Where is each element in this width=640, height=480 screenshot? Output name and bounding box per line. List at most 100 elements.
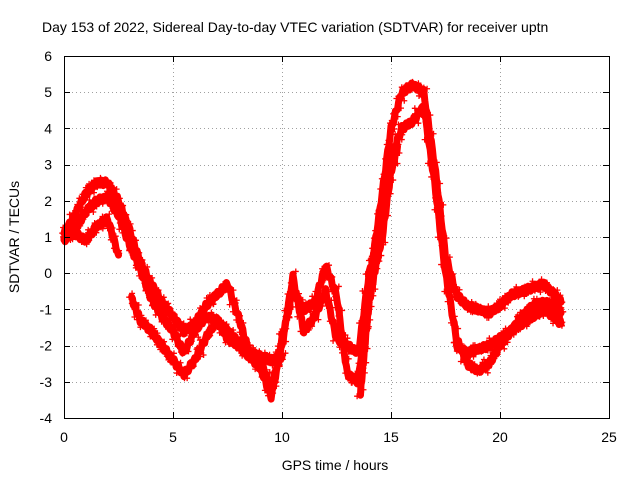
data-point-marker <box>421 136 428 143</box>
data-point-marker <box>272 374 279 381</box>
data-point-marker <box>513 283 520 290</box>
data-point-marker <box>136 254 143 261</box>
data-point-marker <box>162 321 169 328</box>
data-point-marker <box>438 261 445 268</box>
data-point-marker <box>435 190 442 197</box>
data-point-marker <box>477 366 484 373</box>
data-point-marker <box>523 323 530 330</box>
data-point-marker <box>489 338 496 345</box>
data-point-marker <box>312 288 319 295</box>
data-point-marker <box>157 346 164 353</box>
data-point-marker <box>339 340 346 347</box>
data-point-marker <box>74 201 81 208</box>
data-point-marker <box>75 231 82 238</box>
data-point-marker <box>102 176 109 183</box>
data-point-marker <box>343 338 350 345</box>
data-point-marker <box>229 298 236 305</box>
data-point-marker <box>189 332 196 339</box>
data-point-marker <box>360 365 367 372</box>
data-point-marker <box>319 278 326 285</box>
data-point-marker <box>165 315 172 322</box>
data-point-marker <box>525 315 532 322</box>
data-point-marker <box>129 252 136 259</box>
data-point-marker <box>346 348 353 355</box>
data-point-marker <box>103 188 110 195</box>
data-point-marker <box>559 299 566 306</box>
series-satellite-track-3 <box>59 211 123 259</box>
data-point-marker <box>369 267 376 274</box>
data-point-marker <box>541 310 548 317</box>
data-point-marker <box>398 125 405 132</box>
data-point-marker <box>551 293 558 300</box>
data-point-marker <box>294 313 301 320</box>
data-point-marker <box>501 345 508 352</box>
y-axis-title: SDTVAR / TECUs <box>6 181 22 293</box>
data-point-marker <box>487 347 494 354</box>
data-point-marker <box>393 152 400 159</box>
data-point-marker <box>86 180 93 187</box>
data-point-marker <box>453 341 460 348</box>
data-point-marker <box>126 247 133 254</box>
data-point-marker <box>235 313 242 320</box>
data-point-marker <box>401 119 408 126</box>
data-point-marker <box>372 270 379 277</box>
data-point-marker <box>279 353 286 360</box>
y-tick-label: 4 <box>44 120 52 136</box>
data-point-marker <box>152 285 159 292</box>
data-point-marker <box>546 296 553 303</box>
y-tick-label: 3 <box>44 157 52 173</box>
data-point-marker <box>387 190 394 197</box>
data-point-marker <box>362 307 369 314</box>
data-point-marker <box>213 318 220 325</box>
data-point-marker <box>490 349 497 356</box>
x-tick-label: 15 <box>383 429 399 445</box>
data-point-marker <box>202 316 209 323</box>
data-point-marker <box>424 129 431 136</box>
data-point-marker <box>79 191 86 198</box>
data-point-marker <box>90 209 97 216</box>
data-point-marker <box>409 78 416 85</box>
data-point-marker <box>308 317 315 324</box>
data-point-marker <box>109 229 116 236</box>
data-point-marker <box>516 292 523 299</box>
data-point-marker <box>112 210 119 217</box>
data-point-marker <box>477 303 484 310</box>
data-point-marker <box>310 308 317 315</box>
data-point-marker <box>111 245 118 252</box>
data-point-marker <box>552 317 559 324</box>
data-point-marker <box>322 265 329 272</box>
data-point-marker <box>526 285 533 292</box>
data-point-marker <box>194 325 201 332</box>
series-satellite-track-4 <box>126 290 289 382</box>
data-point-marker <box>473 347 480 354</box>
data-point-marker <box>101 213 108 220</box>
data-point-marker <box>197 353 204 360</box>
data-point-marker <box>446 254 453 261</box>
data-point-marker <box>305 319 312 326</box>
data-point-marker <box>342 332 349 339</box>
data-point-marker <box>484 359 491 366</box>
data-point-marker <box>85 226 92 233</box>
data-point-marker <box>492 352 499 359</box>
data-point-marker <box>359 287 366 294</box>
data-point-marker <box>325 273 332 280</box>
data-point-marker <box>196 337 203 344</box>
data-point-marker <box>554 287 561 294</box>
data-point-marker <box>259 359 266 366</box>
data-point-marker <box>447 291 454 298</box>
data-point-marker <box>137 324 144 331</box>
data-point-marker <box>341 359 348 366</box>
data-point-marker <box>81 213 88 220</box>
data-point-marker <box>62 237 69 244</box>
data-point-marker <box>131 306 138 313</box>
data-point-marker <box>388 117 395 124</box>
data-point-marker <box>468 298 475 305</box>
data-point-marker <box>69 236 76 243</box>
data-point-marker <box>307 309 314 316</box>
data-point-marker <box>269 358 276 365</box>
data-point-marker <box>463 346 470 353</box>
data-point-marker <box>401 97 408 104</box>
data-point-marker <box>402 90 409 97</box>
data-point-marker <box>92 224 99 231</box>
data-point-marker <box>177 318 184 325</box>
